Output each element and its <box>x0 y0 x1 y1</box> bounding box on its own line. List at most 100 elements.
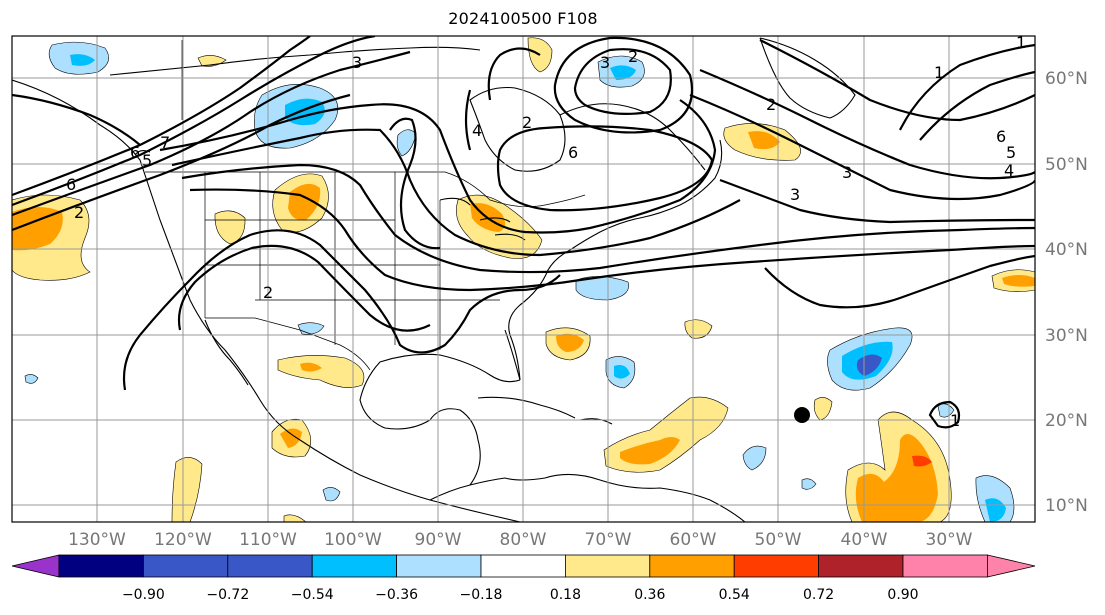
colorbar-tick-label: 0.72 <box>803 587 834 603</box>
colorbar <box>11 554 1036 578</box>
anomaly-warm-east-pacific <box>171 457 203 522</box>
contour-line-east-1 <box>899 43 1035 131</box>
contour-line-east-2 <box>919 70 1035 141</box>
contour-line-atlantic-4 <box>719 178 1035 224</box>
colorbar-segment <box>733 554 820 578</box>
contour-label: 4 <box>1004 161 1014 180</box>
anomaly-warm-rockies-core <box>288 183 321 221</box>
colorbar-segment <box>58 554 144 578</box>
lat-label: 60°N <box>1045 69 1088 89</box>
anomaly-blue-se-atlantic-core <box>985 498 1006 522</box>
colorbar-segment-high <box>987 554 1036 578</box>
lon-label: 130°W <box>68 530 126 550</box>
map-area: 2 3 4 6 6 2 1 2 3 3 6 5 4 2 1 6 5 3 2 1 … <box>12 33 1035 522</box>
contour-line-east-ridge <box>764 254 1035 309</box>
anomaly-warm-small-atlantic <box>813 397 833 421</box>
contour-label: 5 <box>1006 143 1016 162</box>
anomaly-warm-labrador-core <box>748 131 780 150</box>
lat-label: 30°N <box>1045 326 1088 346</box>
anomaly-blue-bahamas-core <box>614 365 630 379</box>
contour-label-group: 2 3 4 6 6 2 1 2 3 3 6 5 4 2 1 6 5 3 2 1 … <box>66 33 1026 430</box>
contour-label: 5 <box>142 151 152 170</box>
contour-line-atlantic-1 <box>689 93 1035 201</box>
contour-label: 6 <box>66 175 76 194</box>
colorbar-segment-low <box>11 554 60 578</box>
lon-label: 30°W <box>926 530 973 550</box>
border-us-mexico <box>205 317 371 371</box>
coast-south-america <box>544 473 746 522</box>
coast-cuba <box>477 396 576 419</box>
map-frame <box>11 35 1036 523</box>
anomaly-warm-caribbean-core <box>620 437 680 465</box>
colorbar-segment <box>902 554 988 578</box>
anomaly-warm-mid-atlantic <box>684 319 713 339</box>
contour-label: 3 <box>842 163 852 182</box>
latitude-axis: 60°N 50°N 40°N 30°N 20°N 10°N <box>1045 69 1088 516</box>
colorbar-tick-label: −0.90 <box>122 587 165 603</box>
contour-label: 3 <box>600 53 610 72</box>
contour-line-lake <box>389 117 441 250</box>
contour-line-2 <box>12 36 311 197</box>
contour-line-1 <box>12 36 376 207</box>
anomaly-blue-alaska-core <box>70 54 95 66</box>
coast-baja <box>204 319 249 386</box>
lat-label: 10°N <box>1045 496 1088 516</box>
contour-label: 3 <box>790 185 800 204</box>
colorbar-segment <box>649 554 735 578</box>
lon-label: 40°W <box>841 530 888 550</box>
contour-line-4 <box>12 93 351 232</box>
coast-gulf-mexico <box>359 353 521 486</box>
lon-label: 110°W <box>239 530 297 550</box>
lon-label: 70°W <box>585 530 632 550</box>
colorbar-ticks: −0.90 −0.72 −0.54 −0.36 −0.18 0.18 0.36 … <box>122 587 919 603</box>
colorbar-segment <box>227 554 313 578</box>
contour-label: 2 <box>263 283 273 302</box>
lat-label: 50°N <box>1045 155 1088 175</box>
border-us-canada <box>145 171 586 207</box>
coast-florida <box>504 329 521 381</box>
contour-label: 1 <box>1016 33 1026 52</box>
contour-label: 2 <box>766 95 776 114</box>
anomaly-warm-south-pac <box>283 514 307 522</box>
coast-arctic <box>109 46 481 76</box>
colorbar-tick-label: 0.36 <box>634 587 665 603</box>
contour-label: 2 <box>628 47 638 66</box>
colorbar-tick-label: 0.54 <box>719 587 750 603</box>
anomaly-warm-se-east-hot <box>912 455 932 467</box>
anomaly-warm-far-east-core <box>1002 275 1035 287</box>
lon-label: 100°W <box>324 530 382 550</box>
colorbar-tick-label: 0.18 <box>550 587 581 603</box>
contour-line-6-ring <box>496 125 714 212</box>
anomaly-blue-hudson-core <box>610 65 636 80</box>
contour-label: 3 <box>352 53 362 72</box>
contour-label: 6 <box>130 143 140 162</box>
coast-hispaniola <box>579 418 613 425</box>
anomaly-blue-manitoba <box>396 129 417 157</box>
colorbar-segment <box>311 554 398 578</box>
coast-greenland <box>759 37 856 119</box>
longitude-axis: 130°W 120°W 110°W 100°W 90°W 80°W 70°W 6… <box>68 530 973 550</box>
contour-label: 4 <box>472 121 482 140</box>
political-borders <box>145 40 586 371</box>
lon-label: 90°W <box>415 530 462 550</box>
colorbar-segment <box>480 554 566 578</box>
contour-line-3 <box>12 50 411 217</box>
coastlines <box>12 37 856 522</box>
contour-line-hudson-low-2 <box>553 36 694 134</box>
contour-label: 6 <box>568 143 578 162</box>
anomaly-blue-tiny-3 <box>801 478 817 490</box>
anomaly-warm-bermuda-core <box>556 333 584 352</box>
anomaly-blue-small-east <box>742 445 767 471</box>
colorbar-segment <box>818 554 904 578</box>
colorbar-tick-label: 0.90 <box>887 587 918 603</box>
anomaly-blue-small-pac <box>322 487 341 502</box>
anomaly-warm-pacific-west-core <box>12 207 63 251</box>
colorbar-tick-label: −0.54 <box>291 587 334 603</box>
lat-label: 20°N <box>1045 411 1088 431</box>
lon-label: 50°W <box>755 530 802 550</box>
contour-line-trough-1 <box>122 229 561 391</box>
storm-position-dot <box>794 407 810 423</box>
lon-label: 80°W <box>500 530 547 550</box>
contour-line-hudson-low <box>573 48 672 115</box>
